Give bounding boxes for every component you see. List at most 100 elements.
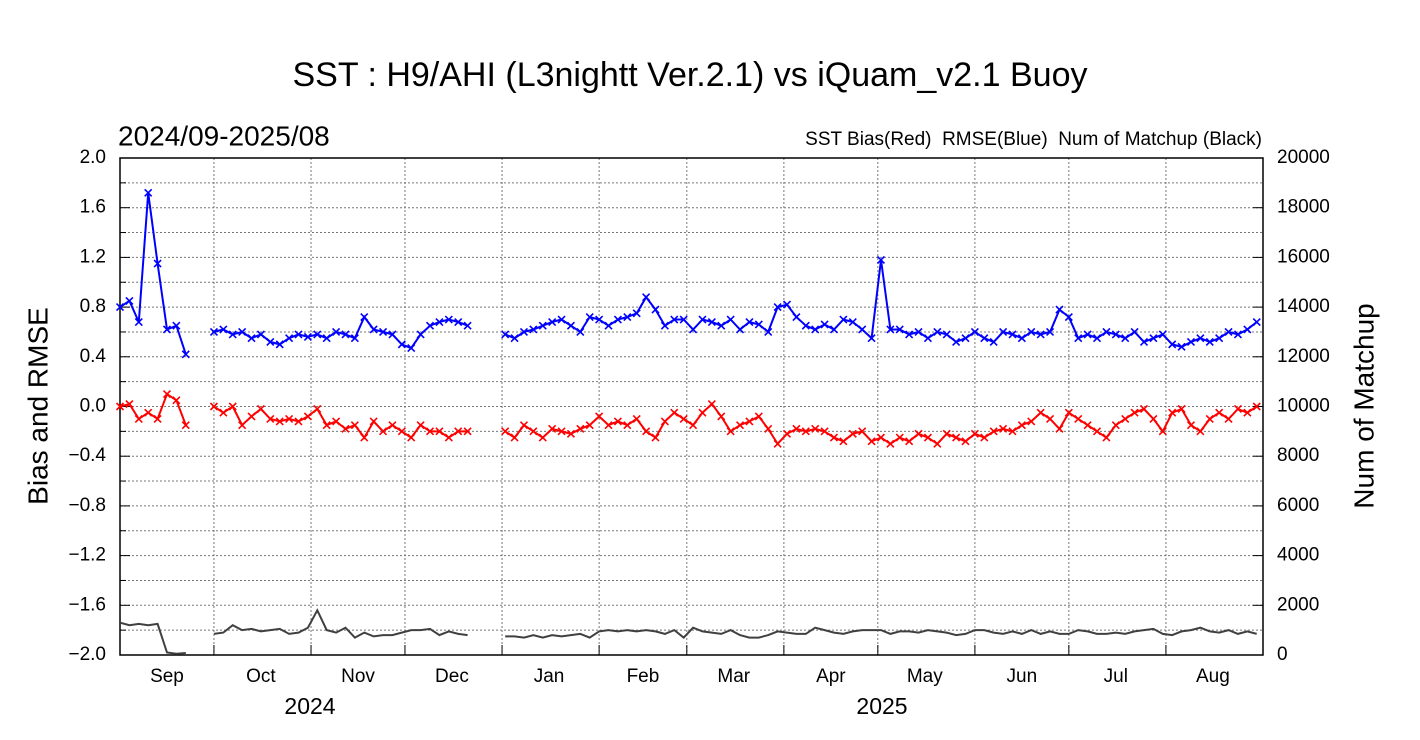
y-tick-label: 1.2 <box>80 246 106 267</box>
x-marker <box>623 421 632 430</box>
x-marker <box>172 321 181 330</box>
x-marker <box>595 315 604 324</box>
x-marker <box>632 414 641 423</box>
x-marker <box>256 330 265 339</box>
x-marker <box>115 303 125 312</box>
x-marker <box>313 330 322 339</box>
x-marker <box>754 412 763 421</box>
x-marker <box>1017 421 1026 430</box>
x-marker <box>425 427 435 436</box>
x-marker <box>999 327 1008 337</box>
x-marker <box>820 427 829 436</box>
x-marker <box>801 321 810 330</box>
x-marker <box>162 390 172 399</box>
x-marker <box>1196 427 1205 436</box>
x-marker <box>679 414 688 423</box>
x-marker <box>1008 330 1017 339</box>
x-marker <box>125 399 134 409</box>
x-marker <box>1158 427 1167 436</box>
x-marker <box>1045 327 1055 337</box>
x-tick-label: Nov <box>341 666 375 687</box>
x-marker <box>745 417 754 426</box>
x-marker <box>275 417 284 426</box>
x-marker <box>1102 433 1111 442</box>
x-marker <box>914 327 923 337</box>
x-marker <box>369 417 378 426</box>
x-marker <box>858 427 867 436</box>
x-marker <box>905 437 914 446</box>
x-marker <box>923 433 932 442</box>
x-marker <box>858 325 867 334</box>
x-marker <box>303 332 312 341</box>
x-marker <box>510 334 519 343</box>
x-marker <box>548 424 557 433</box>
x-marker <box>219 408 228 417</box>
x-marker <box>613 315 622 324</box>
x-marker <box>1027 327 1036 337</box>
y2-tick-label: 4000 <box>1277 545 1319 566</box>
x-marker <box>660 417 669 426</box>
legend-text: SST Bias(Red) RMSE(Blue) Num of Matchup … <box>805 129 1262 150</box>
x-marker <box>153 259 162 268</box>
x-marker <box>341 424 350 433</box>
y-tick-label: −0.4 <box>68 445 106 466</box>
y-tick-label: 1.6 <box>80 197 106 218</box>
x-marker <box>341 330 350 339</box>
x-marker <box>1139 404 1149 414</box>
x-marker <box>735 325 745 334</box>
x-marker <box>407 344 416 353</box>
x-marker <box>303 412 312 421</box>
x-marker <box>1224 327 1233 337</box>
y-tick-label: 0.8 <box>80 296 106 317</box>
x-marker <box>1092 334 1102 343</box>
x-marker <box>153 414 162 423</box>
plot-frame <box>119 157 1264 656</box>
x-marker <box>876 433 886 442</box>
x-marker <box>294 417 303 426</box>
x-marker <box>1252 317 1261 327</box>
x-marker <box>895 325 904 334</box>
y2-tick-label: 0 <box>1277 644 1288 665</box>
x-marker <box>1064 312 1073 322</box>
x-marker <box>895 433 904 442</box>
x-marker <box>698 408 707 417</box>
x-marker <box>1045 414 1055 423</box>
x-marker <box>1158 330 1167 339</box>
x-marker <box>125 296 134 305</box>
x-marker <box>623 312 632 322</box>
x-marker <box>416 330 425 339</box>
y-tick-label: 0.0 <box>80 396 106 417</box>
x-marker <box>1168 340 1177 349</box>
x-tick-label: Sep <box>150 666 184 687</box>
x-marker <box>1233 404 1243 414</box>
chart-title: SST : H9/AHI (L3nightt Ver.2.1) vs iQuam… <box>293 56 1088 94</box>
x-marker <box>510 433 519 442</box>
x-marker <box>1083 330 1092 339</box>
x-marker <box>134 317 143 327</box>
x-tick-label: Jun <box>1007 666 1038 687</box>
x-marker <box>811 424 820 433</box>
x-marker <box>228 330 237 339</box>
x-marker <box>238 421 247 430</box>
x-marker <box>529 427 538 436</box>
x-marker <box>782 300 792 309</box>
x-marker <box>839 437 848 446</box>
x-marker <box>360 433 369 442</box>
x-marker <box>332 327 341 337</box>
y2-tick-label: 18000 <box>1277 197 1330 218</box>
x-marker <box>942 429 951 438</box>
x-marker <box>717 412 726 421</box>
x-marker <box>782 429 792 438</box>
x-marker <box>970 327 979 337</box>
x-marker <box>162 325 172 334</box>
x-marker <box>839 315 848 324</box>
x-marker <box>266 337 275 346</box>
x-marker <box>378 427 388 436</box>
x-marker <box>792 424 801 433</box>
x-marker <box>867 437 876 446</box>
x-marker <box>435 427 444 436</box>
x-marker <box>313 404 322 414</box>
x-marker <box>463 427 472 436</box>
x-marker <box>566 321 576 330</box>
x-marker <box>1243 325 1252 334</box>
